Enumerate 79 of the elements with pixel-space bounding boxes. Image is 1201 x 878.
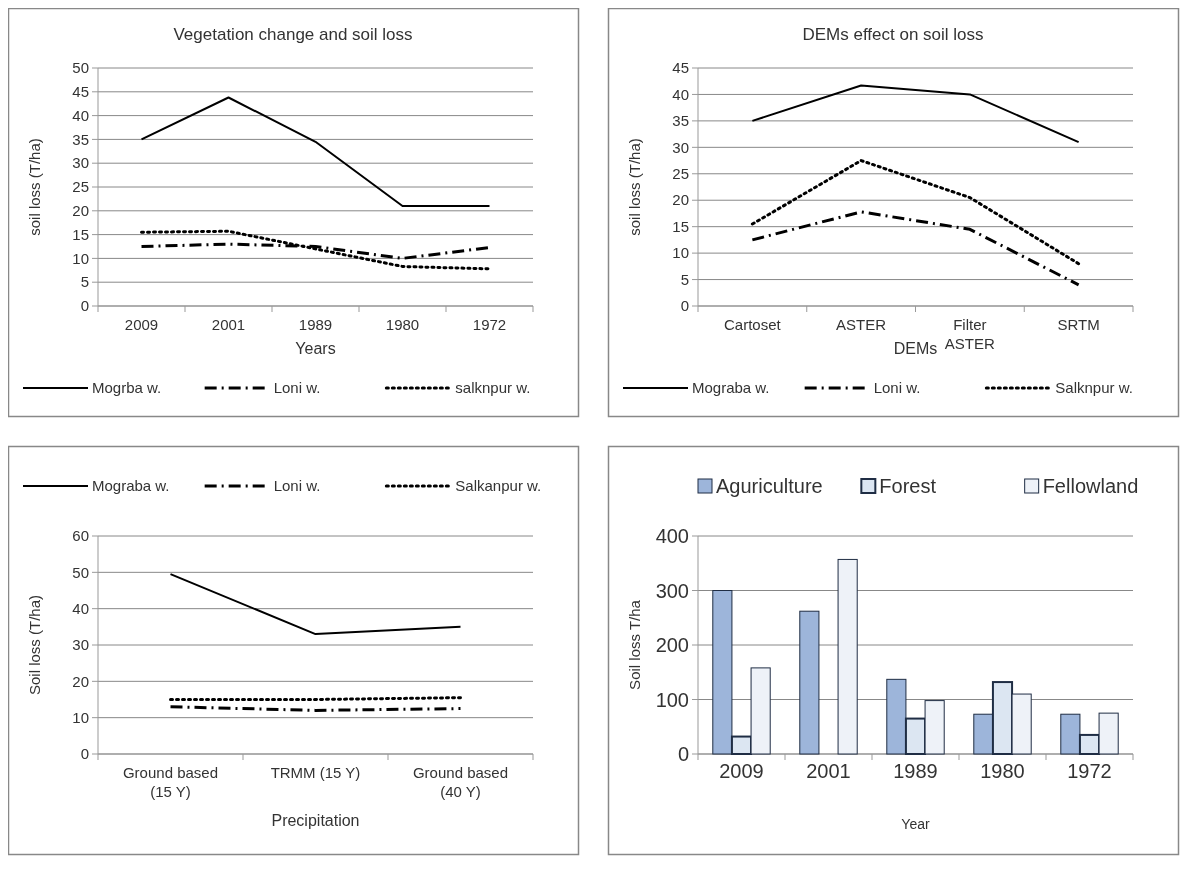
- x-tick-label: 1989: [893, 760, 938, 782]
- y-tick-label: 40: [72, 599, 89, 617]
- x-tick-label: Ground based (15 Y): [122, 764, 219, 800]
- x-axis-title: DEMs: [893, 340, 938, 357]
- y-tick-label: 100: [655, 688, 689, 711]
- x-axis-title: Years: [295, 340, 336, 357]
- y-tick-label: 20: [672, 191, 689, 209]
- y-tick-label: 45: [72, 83, 89, 101]
- chart-title: DEMs effect on soil loss: [802, 25, 984, 44]
- y-tick-label: 40: [672, 85, 689, 103]
- legend-label: Mograba w.: [92, 477, 170, 495]
- y-tick-label: 400: [655, 525, 689, 547]
- y-tick-label: 25: [672, 165, 689, 183]
- y-axis-title: Soil loss (T/ha): [26, 594, 43, 696]
- line-series: [140, 229, 491, 271]
- x-tick-label: SRTM: [1057, 316, 1100, 333]
- x-tick-label: 2001: [211, 316, 246, 333]
- x-tick-label: 2009: [719, 760, 764, 782]
- y-axis-title: Soil loss T/ha: [626, 599, 643, 690]
- y-tick-label: 35: [72, 130, 89, 148]
- legend-label: Mogrba w.: [92, 379, 162, 397]
- line-series: [750, 159, 1081, 266]
- x-tick-label: Cartoset: [724, 316, 782, 333]
- x-tick-label: 1980: [980, 760, 1025, 782]
- legend-label: Mograba w.: [692, 379, 770, 397]
- legend-label: Salknpur w.: [1055, 379, 1133, 397]
- legend-label: Fellowland: [1042, 475, 1139, 497]
- y-tick-label: 20: [72, 202, 89, 220]
- x-tick-label: 1972: [1067, 760, 1112, 782]
- bar: [799, 610, 820, 755]
- x-tick-label: 1972: [472, 316, 507, 333]
- legend-label: Loni w.: [273, 477, 321, 495]
- y-tick-label: 5: [680, 270, 689, 288]
- legend-label: Loni w.: [273, 379, 321, 397]
- y-tick-label: 0: [680, 297, 689, 315]
- y-tick-label: 300: [655, 579, 689, 602]
- legend-label: Salkanpur w.: [455, 477, 542, 495]
- y-tick-label: 30: [672, 138, 689, 156]
- y-tick-label: 5: [80, 273, 89, 291]
- y-tick-label: 45: [672, 59, 689, 77]
- x-tick-label: 1989: [298, 316, 333, 333]
- bar: [837, 558, 858, 755]
- line-series: [750, 210, 1081, 287]
- y-tick-label: 15: [672, 217, 689, 235]
- y-tick-label: 50: [72, 563, 89, 581]
- y-tick-label: 0: [80, 745, 89, 763]
- y-tick-label: 30: [72, 636, 89, 654]
- y-tick-label: 10: [72, 249, 89, 267]
- legend-label: salknpur w.: [455, 379, 531, 397]
- x-tick-label: 2009: [124, 316, 159, 333]
- y-tick-label: 15: [72, 225, 89, 243]
- y-tick-label: 50: [72, 59, 89, 77]
- y-tick-label: 20: [72, 672, 89, 690]
- line-series: [751, 84, 1080, 144]
- line-series: [140, 96, 491, 208]
- x-axis-title: Precipitation: [271, 812, 360, 829]
- x-tick-label: 2001: [806, 760, 851, 782]
- y-axis-title: soil loss (T/ha): [626, 138, 643, 236]
- x-tick-label: Filter ASTER: [944, 316, 996, 352]
- x-tick-label: Ground based (40 Y): [412, 764, 509, 800]
- x-tick-label: 1980: [385, 316, 420, 333]
- x-axis-title: Year: [901, 816, 930, 832]
- legend-label: Loni w.: [873, 379, 921, 397]
- y-tick-label: 0: [677, 743, 689, 765]
- y-tick-label: 10: [72, 708, 89, 726]
- y-tick-label: 35: [672, 112, 689, 130]
- y-tick-label: 200: [655, 634, 689, 656]
- y-tick-label: 30: [72, 154, 89, 172]
- y-tick-label: 60: [72, 527, 89, 545]
- x-tick-label: TRMM (15 Y): [270, 764, 361, 781]
- y-tick-label: 40: [72, 106, 89, 124]
- y-tick-label: 10: [672, 244, 689, 262]
- y-tick-label: 0: [80, 297, 89, 315]
- chart-title: Vegetation change and soil loss: [173, 25, 413, 44]
- y-tick-label: 25: [72, 178, 89, 196]
- x-tick-label: ASTER: [836, 316, 887, 333]
- y-axis-title: soil loss (T/ha): [26, 138, 43, 236]
- legend-label: Forest: [879, 475, 937, 497]
- legend-label: Aguriculture: [716, 475, 823, 497]
